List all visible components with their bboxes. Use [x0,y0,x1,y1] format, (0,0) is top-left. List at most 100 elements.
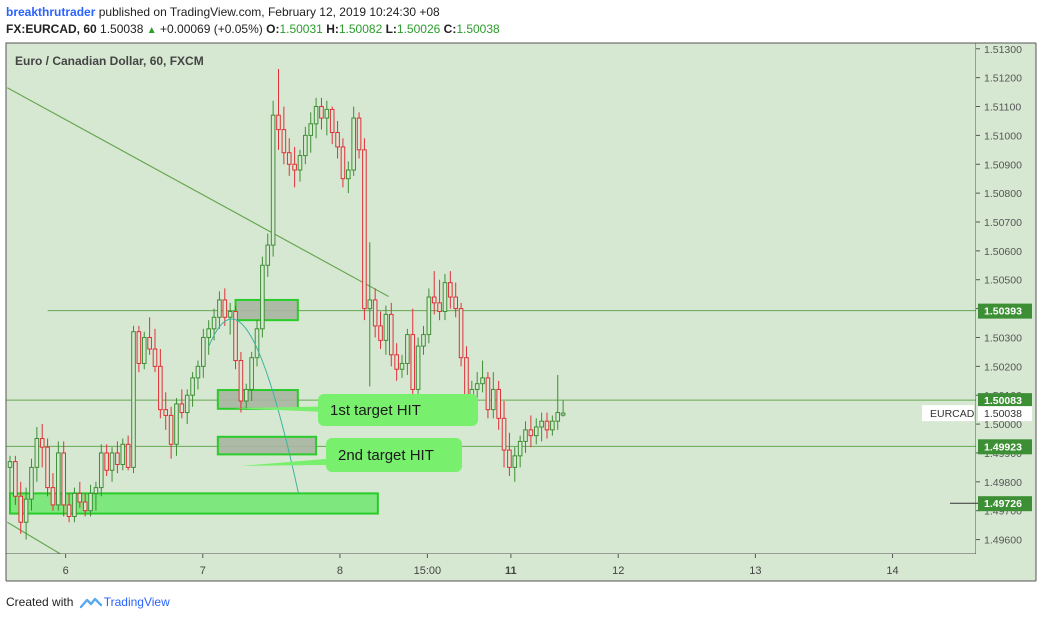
candle [528,415,534,448]
candle-body [61,452,67,506]
candle-body [50,487,56,506]
candle [56,441,61,511]
candle [174,398,179,456]
candle [233,305,238,370]
candle [206,320,211,355]
candle [340,138,346,188]
candle-body [394,354,399,370]
candle [313,97,319,139]
candle [410,308,416,404]
candle-body [512,455,518,468]
candle-body [158,365,163,411]
candle-body [227,310,233,318]
candle-body [383,313,389,341]
candle [453,282,459,318]
candle-body [485,377,491,411]
candle-body [378,325,383,341]
y-tick-label: 1.51200 [984,73,1022,85]
author-link[interactable]: breakthrutrader [6,5,96,19]
candle [319,97,324,130]
tradingview-logo-icon [79,597,102,609]
candle [329,106,335,145]
candle-body [431,296,437,304]
tradingview-link[interactable]: TradingView [103,595,170,609]
candle-body [109,452,115,471]
callout-box [318,394,478,426]
x-tick-label: 13 [749,565,761,577]
callout-2nd-target: 2nd target HIT [240,438,462,472]
created-with-text: Created with [6,595,74,609]
candle-body [233,310,238,362]
candle [303,126,308,165]
candle-body [329,108,335,133]
candle-body [319,106,324,119]
high-value: 1.50082 [338,22,383,36]
candle-body [7,461,13,468]
y-tick-label: 1.50200 [984,361,1022,373]
y-tick-label: 1.50500 [984,275,1022,287]
candle [190,372,195,407]
candle [152,328,158,373]
candle-body [453,296,459,310]
candle-body [458,308,464,359]
x-tick-label: 14 [886,565,898,577]
candle [399,354,405,378]
open-label: O: [266,22,280,36]
candle [158,349,163,419]
close-label: C: [443,22,457,36]
y-tick-label: 1.51100 [984,102,1021,114]
candle [29,458,34,511]
candle-body [297,155,303,171]
candle [405,328,410,376]
up-arrow-icon: ▲ [146,25,157,36]
candle [539,412,544,442]
candle-body [517,440,523,457]
candle [270,100,276,257]
candle [426,288,432,344]
candle [276,68,281,150]
candle-body [93,487,99,494]
candle-body [88,492,93,512]
candle-body [270,114,276,246]
y-tick-label: 1.49800 [984,477,1022,489]
candle [458,302,464,367]
candle-body [147,336,152,350]
candle-body [415,345,421,390]
level-price-tag [978,303,1032,319]
candle [243,383,249,410]
level-price-tag [978,439,1032,455]
publish-header: breakthrutrader published on TradingView… [6,4,1036,38]
candle-body [313,106,319,125]
level-price-tag [978,393,1032,409]
symbol-quote-line: FX:EURCAD, 60 1.50038 ▲ +0.00069 (+0.05%… [6,21,1036,38]
candle-body [410,334,416,390]
trendline [7,87,389,298]
publish-info-line: breakthrutrader published on TradingView… [6,4,1036,21]
chart-title: Euro / Canadian Dollar, 60, FXCM [15,54,204,68]
candle [115,441,120,474]
candle-body [141,336,147,364]
candle [442,273,448,321]
candle [98,444,104,497]
y-tick-label: 1.50000 [984,419,1022,431]
candle [367,242,373,387]
close-value: 1.50038 [456,22,500,36]
candle [491,372,496,419]
candle-body [23,498,29,523]
candle-body [501,417,507,451]
candle-body [507,449,512,468]
candle-body [18,495,24,523]
candle-body [281,129,287,154]
candle-body [550,420,555,431]
last-price-tag [978,406,1032,422]
candle-body [125,443,131,468]
candle [437,279,442,321]
symbol-tag-label: EURCAD [930,408,975,420]
candle-body [523,429,528,442]
candle [184,389,190,425]
candle [23,487,29,540]
candle [383,305,389,355]
candle [179,389,185,419]
candle [507,432,512,477]
